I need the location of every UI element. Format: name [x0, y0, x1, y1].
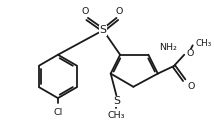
- Text: Cl: Cl: [53, 107, 62, 117]
- Text: O: O: [82, 7, 89, 16]
- Text: NH₂: NH₂: [159, 43, 177, 52]
- Text: CH₃: CH₃: [196, 39, 212, 48]
- Text: S: S: [113, 96, 120, 106]
- Text: S: S: [100, 25, 107, 35]
- Text: CH₃: CH₃: [108, 111, 125, 120]
- Text: O: O: [187, 82, 194, 91]
- Text: O: O: [116, 7, 123, 16]
- Text: O: O: [186, 49, 193, 58]
